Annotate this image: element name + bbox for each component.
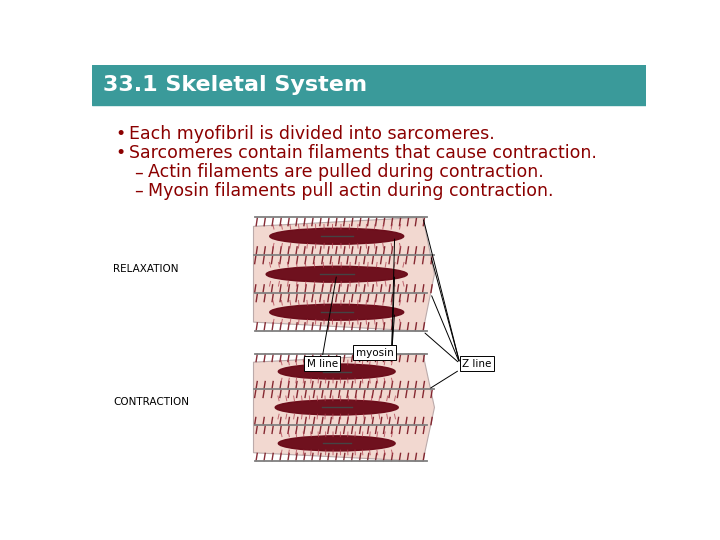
Text: RELAXATION: RELAXATION xyxy=(113,264,179,274)
Text: Each myofibril is divided into sarcomeres.: Each myofibril is divided into sarcomere… xyxy=(129,125,495,143)
Text: Sarcomeres contain filaments that cause contraction.: Sarcomeres contain filaments that cause … xyxy=(129,144,597,162)
Ellipse shape xyxy=(270,304,404,320)
Ellipse shape xyxy=(270,228,404,244)
Text: myosin: myosin xyxy=(356,348,394,358)
Text: –: – xyxy=(134,164,143,181)
Polygon shape xyxy=(253,354,434,461)
Polygon shape xyxy=(253,217,434,331)
Bar xyxy=(92,65,647,105)
Text: Myosin filaments pull actin during contraction.: Myosin filaments pull actin during contr… xyxy=(148,182,554,200)
Text: •: • xyxy=(115,125,125,143)
Text: –: – xyxy=(134,182,143,200)
Text: 33.1 Skeletal System: 33.1 Skeletal System xyxy=(104,75,367,95)
Text: CONTRACTION: CONTRACTION xyxy=(113,397,189,407)
Ellipse shape xyxy=(266,266,408,282)
Ellipse shape xyxy=(275,400,398,415)
Text: M line: M line xyxy=(307,359,338,369)
Ellipse shape xyxy=(279,364,395,379)
Text: Z line: Z line xyxy=(462,359,492,369)
Text: •: • xyxy=(115,144,125,162)
Text: Actin filaments are pulled during contraction.: Actin filaments are pulled during contra… xyxy=(148,164,544,181)
Ellipse shape xyxy=(279,436,395,451)
